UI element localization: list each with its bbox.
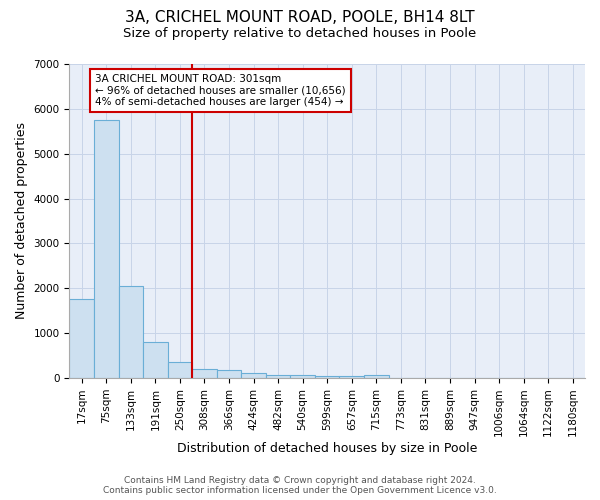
Bar <box>315 376 340 378</box>
Text: 3A, CRICHEL MOUNT ROAD, POOLE, BH14 8LT: 3A, CRICHEL MOUNT ROAD, POOLE, BH14 8LT <box>125 10 475 25</box>
Bar <box>192 369 217 378</box>
Bar <box>364 374 389 378</box>
Bar <box>217 370 241 378</box>
Text: 3A CRICHEL MOUNT ROAD: 301sqm
← 96% of detached houses are smaller (10,656)
4% o: 3A CRICHEL MOUNT ROAD: 301sqm ← 96% of d… <box>95 74 346 107</box>
Text: Contains HM Land Registry data © Crown copyright and database right 2024.
Contai: Contains HM Land Registry data © Crown c… <box>103 476 497 495</box>
X-axis label: Distribution of detached houses by size in Poole: Distribution of detached houses by size … <box>177 442 478 455</box>
Bar <box>266 374 290 378</box>
Bar <box>340 376 364 378</box>
Bar <box>167 362 192 378</box>
Bar <box>94 120 119 378</box>
Bar <box>70 300 94 378</box>
Bar <box>143 342 167 378</box>
Bar <box>290 374 315 378</box>
Text: Size of property relative to detached houses in Poole: Size of property relative to detached ho… <box>124 28 476 40</box>
Bar <box>241 374 266 378</box>
Y-axis label: Number of detached properties: Number of detached properties <box>15 122 28 320</box>
Bar <box>119 286 143 378</box>
